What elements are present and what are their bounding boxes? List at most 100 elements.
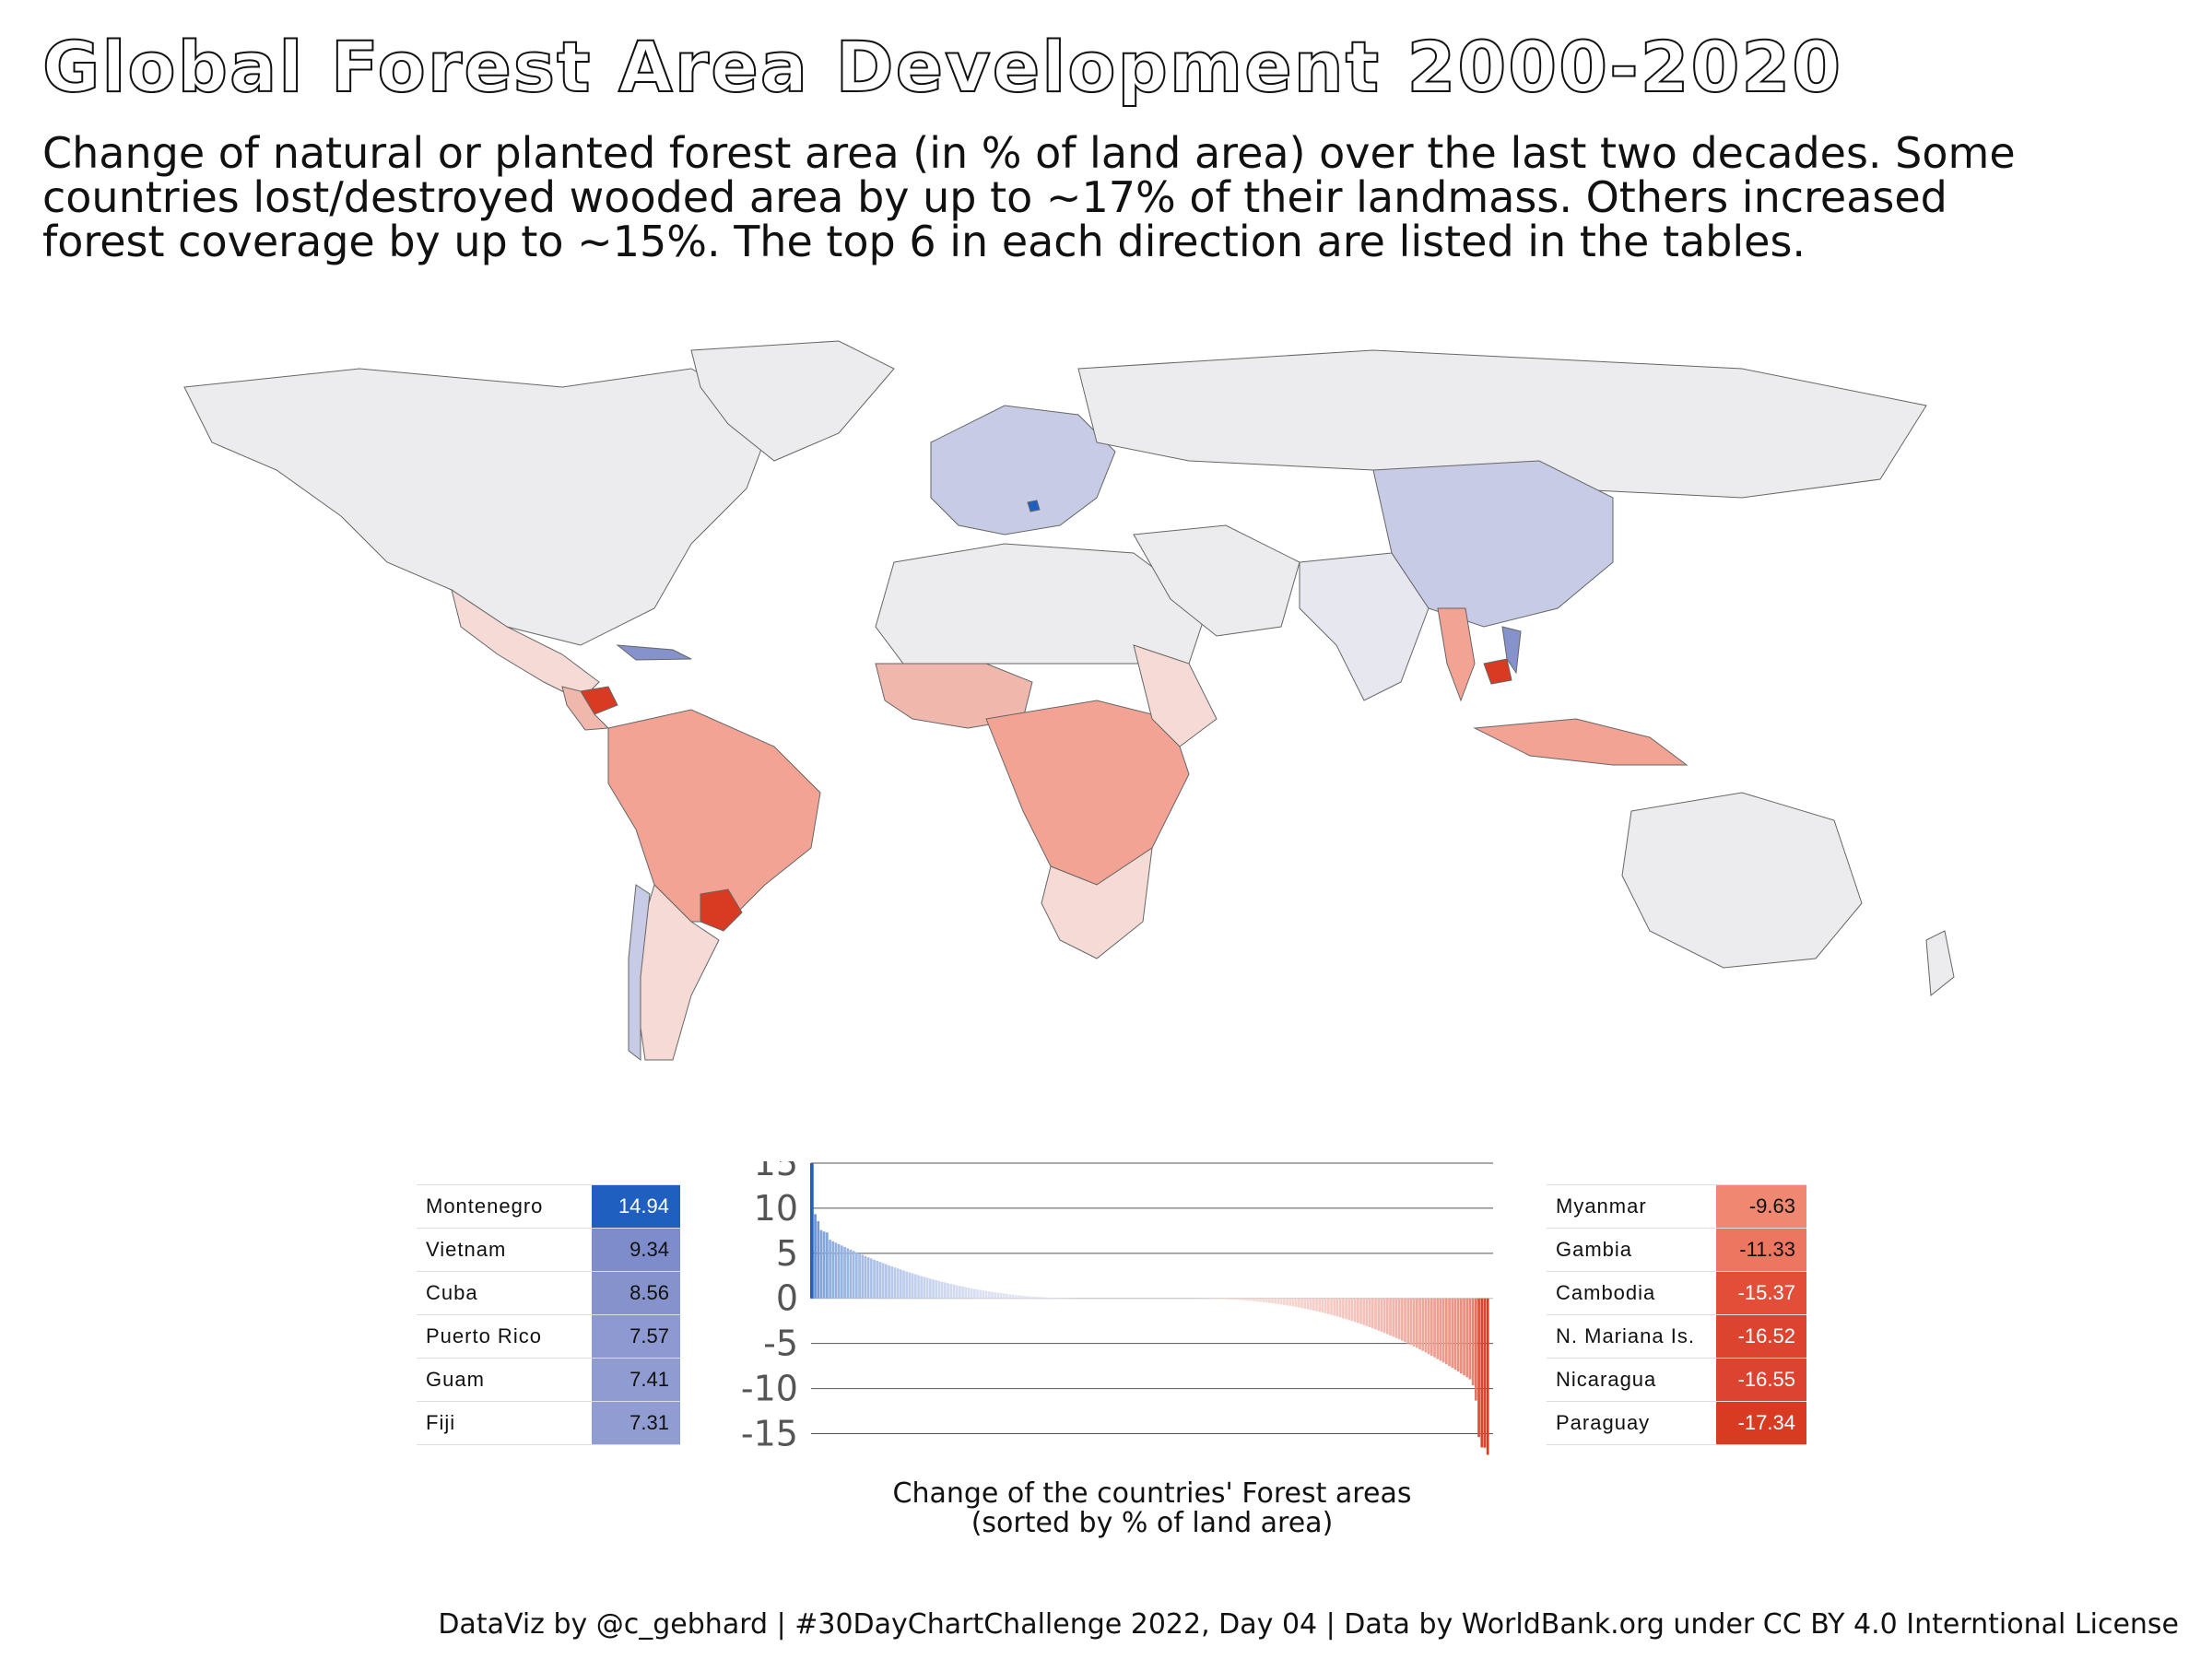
country-bar [1335,1298,1339,1317]
y-tick-label: 10 [754,1188,798,1229]
country-bar [1271,1298,1274,1304]
world-choropleth-map [183,340,1955,1062]
country-bar [979,1289,982,1299]
table-row: Gambia -11.33 [1547,1228,1806,1272]
x-axis-label: Change of the countries' Forest areas (s… [737,1479,1567,1538]
country-bar [831,1241,835,1299]
country-bar [1430,1298,1433,1356]
country-bar [1029,1296,1032,1299]
country-bar [1283,1298,1286,1305]
country-bar [1050,1297,1053,1299]
country-bar [834,1242,838,1299]
country-bar [1371,1298,1374,1329]
region-north-america [183,368,775,646]
country-bar [964,1287,968,1299]
country-bar [819,1230,823,1299]
country-bar [1347,1298,1351,1321]
country-bar [1227,1298,1230,1300]
country-bar [1480,1298,1484,1448]
country-value: -16.52 [1716,1314,1806,1359]
country-value: 8.56 [592,1271,680,1315]
country-bar [1286,1298,1288,1306]
region-new-zealand [1925,930,1955,996]
country-bar [967,1288,971,1299]
country-bar [1321,1298,1324,1313]
country-bar [976,1288,979,1299]
table-row: Myanmar -9.63 [1547,1184,1806,1229]
subtitle-line-3: forest coverage by up to ~15%. The top 6… [42,217,1806,266]
country-bar [1460,1298,1463,1374]
country-bar [952,1284,956,1299]
region-south-africa [1041,846,1153,959]
country-bar [1477,1298,1480,1438]
country-bar [1453,1298,1457,1371]
country-bar [1241,1298,1244,1300]
country-bar [940,1281,944,1299]
country-bar [1463,1298,1465,1376]
country-bar [1239,1298,1241,1300]
region-china [1372,460,1614,628]
country-bar [908,1272,912,1299]
table-row: N. Mariana Is. -16.52 [1547,1314,1806,1359]
country-bar [1342,1298,1345,1319]
region-central-africa [985,700,1190,886]
country-bar [1232,1298,1236,1300]
country-name: Vietnam [417,1228,592,1272]
country-bar [1300,1298,1303,1309]
country-bar [955,1285,959,1299]
country-bar [1386,1298,1389,1335]
country-bar [1439,1298,1442,1361]
country-bar [858,1253,861,1299]
country-bar [1315,1298,1318,1312]
country-name: Cambodia [1547,1271,1716,1315]
country-bar [925,1277,929,1299]
country-bar [843,1246,846,1299]
country-bar [1306,1298,1310,1310]
country-bar [959,1286,961,1299]
country-value: -17.34 [1716,1401,1806,1445]
region-australia [1621,792,1863,969]
region-cambodia [1483,658,1512,685]
country-bar [1448,1298,1451,1367]
region-south-america-north [607,709,821,923]
country-bar [846,1248,850,1299]
country-bar [1427,1298,1430,1355]
country-bar [1259,1298,1263,1302]
country-bar [1445,1298,1448,1365]
country-bar [947,1283,949,1299]
country-name: Nicaragua [1547,1358,1716,1402]
country-name: Paraguay [1547,1401,1716,1445]
country-bar [817,1220,820,1299]
country-bar [888,1265,890,1299]
country-bar [1424,1298,1428,1353]
x-axis-label-line-2: (sorted by % of land area) [971,1507,1334,1539]
top-decrease-table: Myanmar -9.63 Gambia -11.33 Cambodia -15… [1547,1184,1806,1445]
country-bar [920,1276,924,1299]
country-bar [1014,1294,1018,1299]
country-bar [870,1258,873,1299]
country-bar [1365,1298,1369,1326]
country-bar [1406,1298,1410,1344]
country-bar [1486,1298,1489,1455]
country-bar [1374,1298,1377,1330]
country-bar [1011,1294,1015,1299]
region-middle-east [1133,524,1300,637]
country-bar [1274,1298,1277,1304]
country-bar [885,1264,888,1299]
table-row: Montenegro 14.94 [417,1184,680,1229]
region-vietnam [1501,626,1522,675]
country-name: Montenegro [417,1184,592,1229]
country-bar [1003,1293,1006,1299]
country-value: -16.55 [1716,1358,1806,1402]
y-tick-label: 15 [754,1161,798,1183]
country-bar [923,1277,926,1299]
country-name: Guam [417,1358,592,1402]
country-bar [1038,1297,1041,1299]
country-bar [999,1293,1003,1299]
region-paraguay [700,888,743,932]
country-bar [1230,1298,1233,1300]
country-bar [1475,1298,1477,1401]
region-chile [628,884,651,1062]
country-bar [1421,1298,1425,1351]
country-bar [1394,1298,1398,1338]
